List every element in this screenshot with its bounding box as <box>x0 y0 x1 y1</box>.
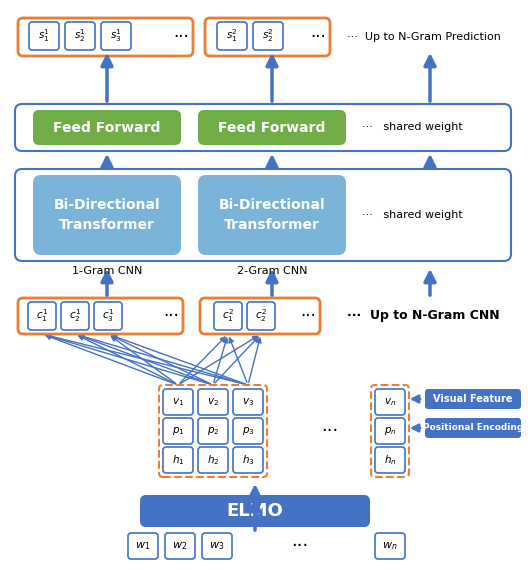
Text: ···   shared weight: ··· shared weight <box>362 210 463 220</box>
Text: $p_n$: $p_n$ <box>384 425 397 437</box>
Text: $v_n$: $v_n$ <box>384 396 396 408</box>
FancyBboxPatch shape <box>198 110 346 145</box>
FancyBboxPatch shape <box>425 418 521 438</box>
Text: $s_1^2$: $s_1^2$ <box>226 27 238 44</box>
FancyBboxPatch shape <box>200 298 320 334</box>
Text: ···: ··· <box>310 28 326 46</box>
Text: $p_1$: $p_1$ <box>172 425 184 437</box>
FancyBboxPatch shape <box>233 418 263 444</box>
FancyBboxPatch shape <box>94 302 122 330</box>
Text: $c_2^2$: $c_2^2$ <box>255 308 267 324</box>
FancyBboxPatch shape <box>15 104 511 151</box>
Text: ···  Up to N-Gram CNN: ··· Up to N-Gram CNN <box>347 310 499 323</box>
Text: 1-Gram CNN: 1-Gram CNN <box>72 266 142 276</box>
Text: $p_3$: $p_3$ <box>242 425 254 437</box>
FancyBboxPatch shape <box>247 302 275 330</box>
Text: Bi-Directional
Transformer: Bi-Directional Transformer <box>54 198 161 232</box>
Text: $h_2$: $h_2$ <box>207 453 219 467</box>
FancyBboxPatch shape <box>163 447 193 473</box>
FancyBboxPatch shape <box>375 447 405 473</box>
Text: Feed Forward: Feed Forward <box>53 120 161 135</box>
Text: ···: ··· <box>173 28 189 46</box>
Text: ···: ··· <box>300 307 316 325</box>
FancyBboxPatch shape <box>375 418 405 444</box>
Text: $s_2^1$: $s_2^1$ <box>74 27 86 44</box>
FancyBboxPatch shape <box>233 389 263 415</box>
Text: $v_3$: $v_3$ <box>242 396 254 408</box>
FancyBboxPatch shape <box>165 533 195 559</box>
FancyBboxPatch shape <box>18 298 183 334</box>
Text: $w_3$: $w_3$ <box>209 540 225 552</box>
FancyBboxPatch shape <box>214 302 242 330</box>
Text: $h_3$: $h_3$ <box>242 453 254 467</box>
FancyBboxPatch shape <box>205 18 330 56</box>
Text: Feed Forward: Feed Forward <box>218 120 326 135</box>
FancyBboxPatch shape <box>28 302 56 330</box>
FancyBboxPatch shape <box>33 175 181 255</box>
Text: $c_1^1$: $c_1^1$ <box>36 308 48 324</box>
FancyBboxPatch shape <box>202 533 232 559</box>
FancyBboxPatch shape <box>128 533 158 559</box>
Text: ···: ··· <box>163 307 179 325</box>
FancyBboxPatch shape <box>217 22 247 50</box>
FancyBboxPatch shape <box>101 22 131 50</box>
Text: 2-Gram CNN: 2-Gram CNN <box>237 266 307 276</box>
FancyBboxPatch shape <box>198 175 346 255</box>
Text: $v_1$: $v_1$ <box>172 396 184 408</box>
Text: $v_2$: $v_2$ <box>207 396 219 408</box>
Text: ···   shared weight: ··· shared weight <box>362 123 463 132</box>
Text: $w_n$: $w_n$ <box>382 540 398 552</box>
FancyBboxPatch shape <box>33 110 181 145</box>
FancyBboxPatch shape <box>375 389 405 415</box>
FancyBboxPatch shape <box>65 22 95 50</box>
FancyBboxPatch shape <box>425 389 521 409</box>
FancyBboxPatch shape <box>18 18 193 56</box>
FancyBboxPatch shape <box>198 447 228 473</box>
Text: $s_2^2$: $s_2^2$ <box>262 27 274 44</box>
Text: ELMO: ELMO <box>227 502 284 520</box>
Text: ···: ··· <box>291 537 309 555</box>
Text: Bi-Directional
Transformer: Bi-Directional Transformer <box>219 198 325 232</box>
Text: $c_3^1$: $c_3^1$ <box>102 308 114 324</box>
FancyBboxPatch shape <box>163 418 193 444</box>
Text: $p_2$: $p_2$ <box>207 425 219 437</box>
Text: $w_1$: $w_1$ <box>135 540 150 552</box>
FancyBboxPatch shape <box>15 169 511 261</box>
Text: $h_1$: $h_1$ <box>172 453 184 467</box>
FancyBboxPatch shape <box>61 302 89 330</box>
FancyBboxPatch shape <box>198 389 228 415</box>
Text: $s_3^1$: $s_3^1$ <box>110 27 122 44</box>
FancyBboxPatch shape <box>375 533 405 559</box>
FancyBboxPatch shape <box>253 22 283 50</box>
Text: $w_2$: $w_2$ <box>172 540 187 552</box>
Text: ···  Up to N-Gram Prediction: ··· Up to N-Gram Prediction <box>347 32 501 42</box>
Text: ···: ··· <box>322 422 338 440</box>
Text: $h_n$: $h_n$ <box>384 453 397 467</box>
Text: $c_1^2$: $c_1^2$ <box>222 308 234 324</box>
Text: $s_1^1$: $s_1^1$ <box>38 27 50 44</box>
FancyBboxPatch shape <box>29 22 59 50</box>
Text: Positional Encoding: Positional Encoding <box>423 424 523 433</box>
FancyBboxPatch shape <box>163 389 193 415</box>
FancyBboxPatch shape <box>233 447 263 473</box>
Text: $c_2^1$: $c_2^1$ <box>69 308 81 324</box>
FancyBboxPatch shape <box>140 495 370 527</box>
Text: Visual Feature: Visual Feature <box>433 394 513 404</box>
FancyBboxPatch shape <box>198 418 228 444</box>
